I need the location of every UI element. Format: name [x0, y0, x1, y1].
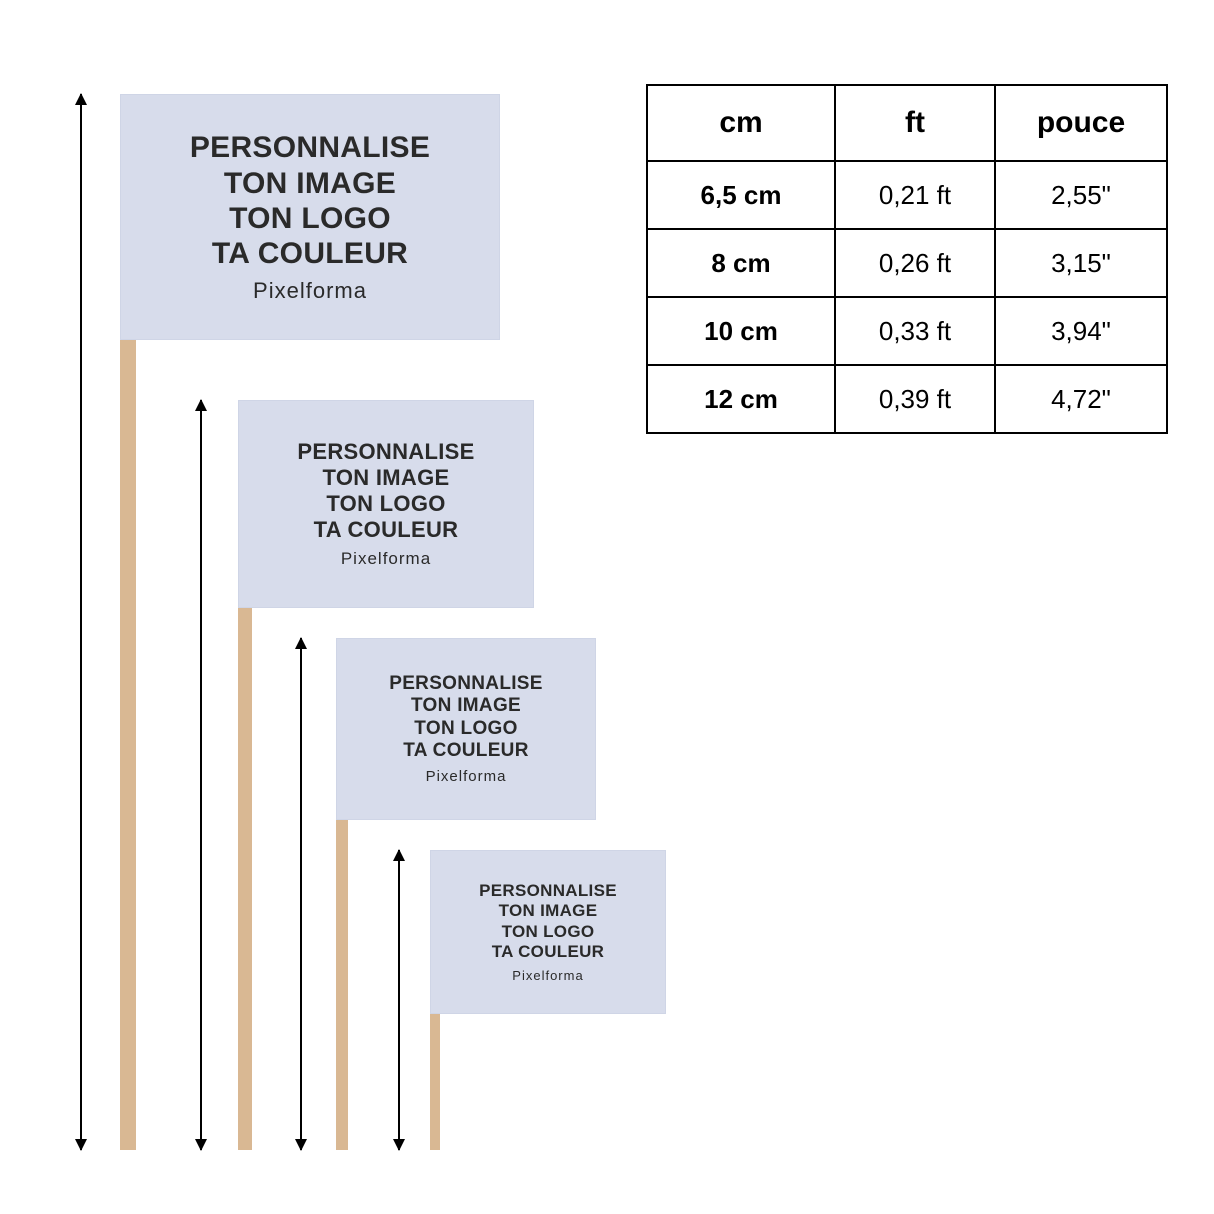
flag-text-line: PERSONNALISE	[479, 881, 617, 901]
table-cell: 6,5 cm	[647, 161, 835, 229]
table-cell: 8 cm	[647, 229, 835, 297]
flag-4: PERSONNALISETON IMAGETON LOGOTA COULEUR P…	[430, 850, 666, 1014]
table-row: 8 cm0,26 ft3,15"	[647, 229, 1167, 297]
height-arrow-1	[80, 94, 82, 1150]
size-conversion-table: cmftpouce6,5 cm0,21 ft2,55"8 cm0,26 ft3,…	[646, 84, 1168, 434]
flag-brand: Pixelforma	[512, 968, 583, 983]
table-cell: 4,72"	[995, 365, 1167, 433]
table-cell: 0,39 ft	[835, 365, 995, 433]
flag-3: PERSONNALISETON IMAGETON LOGOTA COULEUR P…	[336, 638, 596, 820]
flag-text-line: TON IMAGE	[499, 901, 598, 921]
table-row: 12 cm0,39 ft4,72"	[647, 365, 1167, 433]
table-cell: 0,21 ft	[835, 161, 995, 229]
flag-text-line: TA COULEUR	[212, 236, 408, 271]
flag-text-line: TON LOGO	[414, 718, 517, 740]
flag-text-line: PERSONNALISE	[389, 673, 543, 695]
table-cell: 0,26 ft	[835, 229, 995, 297]
flag-brand: Pixelforma	[426, 768, 507, 785]
table-cell: 3,94"	[995, 297, 1167, 365]
infographic-stage: PERSONNALISETON IMAGETON LOGOTA COULEURP…	[0, 0, 1214, 1214]
table-cell: 0,33 ft	[835, 297, 995, 365]
table-header-cell: ft	[835, 85, 995, 161]
table-header-cell: cm	[647, 85, 835, 161]
table-row: 10 cm0,33 ft3,94"	[647, 297, 1167, 365]
flag-text-line: TON IMAGE	[411, 695, 521, 717]
flag-text-line: TA COULEUR	[492, 942, 605, 962]
flag-text-line: TA COULEUR	[403, 740, 528, 762]
flag-text-line: TON LOGO	[326, 491, 445, 517]
table-header-cell: pouce	[995, 85, 1167, 161]
flag-brand: Pixelforma	[253, 278, 367, 304]
table-cell: 3,15"	[995, 229, 1167, 297]
table-cell: 2,55"	[995, 161, 1167, 229]
flag-text-line: PERSONNALISE	[190, 130, 430, 165]
table-cell: 10 cm	[647, 297, 835, 365]
flag-1: PERSONNALISETON IMAGETON LOGOTA COULEUR P…	[120, 94, 500, 340]
flag-text-line: TON LOGO	[229, 201, 391, 236]
table-cell: 12 cm	[647, 365, 835, 433]
flag-text-line: TON IMAGE	[224, 166, 396, 201]
flag-2: PERSONNALISETON IMAGETON LOGOTA COULEUR P…	[238, 400, 534, 608]
flag-text-line: TA COULEUR	[314, 517, 459, 543]
table-row: 6,5 cm0,21 ft2,55"	[647, 161, 1167, 229]
height-arrow-4	[398, 850, 400, 1150]
flag-text-line: PERSONNALISE	[297, 439, 474, 465]
flag-text-line: TON LOGO	[502, 922, 595, 942]
flag-brand: Pixelforma	[341, 549, 431, 569]
height-arrow-3	[300, 638, 302, 1150]
flag-text-line: TON IMAGE	[323, 465, 450, 491]
height-arrow-2	[200, 400, 202, 1150]
